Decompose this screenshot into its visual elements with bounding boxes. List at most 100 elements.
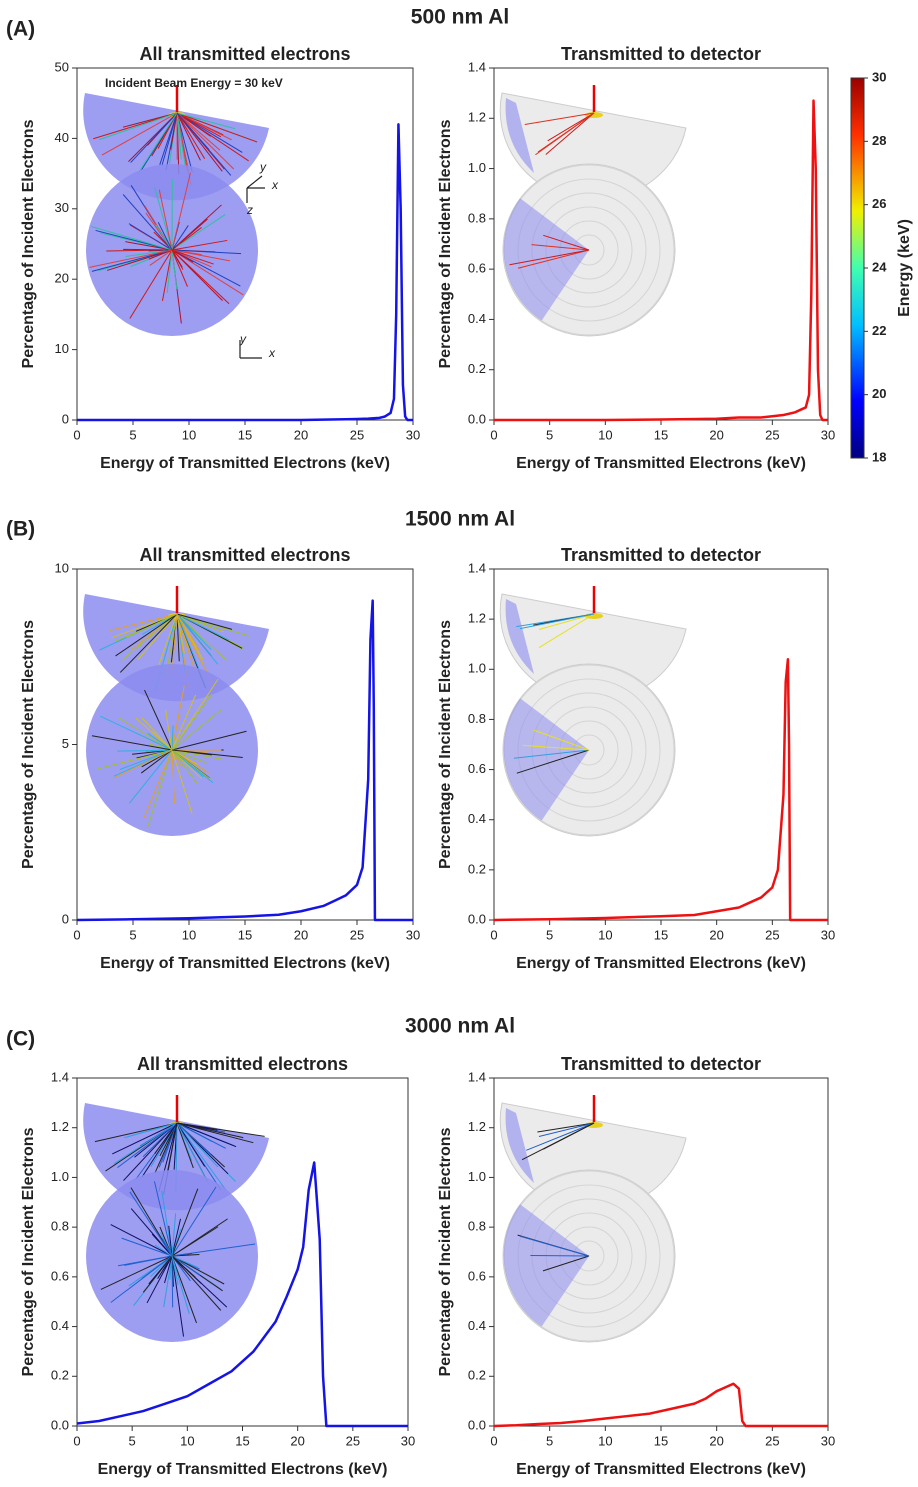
colorbar-tick-label: 26 [872,196,886,211]
inset-trajectory [171,225,189,251]
y-tick-label: 1.4 [51,1069,69,1084]
inset-trajectory [535,112,595,156]
inset-trajectory [112,1122,178,1155]
y-tick-label: 1.2 [468,110,486,125]
inset-trajectory [129,749,173,804]
inset-trajectory [176,1122,227,1191]
inset-trajectory [171,249,242,255]
y-axis-label: Percentage of Incident Electrons [437,620,454,869]
inset-trajectory [142,1255,173,1293]
x-tick-label: 20 [294,427,308,442]
inset-hemisphere [83,594,270,702]
inset-trajectory [165,709,173,751]
inset-trajectory [161,249,173,301]
x-tick-label: 10 [598,927,612,942]
x-tick-label: 20 [709,927,723,942]
colorbar-tick-label: 28 [872,133,886,148]
x-tick-label: 15 [238,427,252,442]
inset-trajectory [159,112,178,165]
x-tick-label: 5 [129,427,136,442]
colorbar [850,77,865,459]
y-tick-label: 0.2 [468,361,486,376]
inset-trajectory [545,112,595,155]
inset-trajectory [146,1255,173,1304]
inset-trajectory [125,249,173,257]
colorbar-tick-label: 30 [872,69,886,84]
inset-trajectory [100,1255,173,1290]
section-title: 500 nm Al [411,6,509,29]
inset-trajectory [91,735,173,751]
x-tick-label: 5 [129,1433,136,1448]
inset-trajectory [171,709,222,751]
y-tick-label: 0 [62,411,69,426]
inset-trajectory [176,112,222,138]
inset-trajectory [158,189,173,251]
inset-trajectory [89,249,173,268]
inset-trajectory [101,112,178,156]
x-tick-label: 30 [821,927,835,942]
inset-trajectory [153,1181,173,1257]
inset-trajectory [171,249,212,268]
inset-axis-label: z [246,203,253,217]
colorbar-label: Energy (keV) [896,219,913,317]
inset-trajectory [122,194,173,251]
inset-trajectory [171,204,222,251]
inset-trajectory [176,112,249,162]
inset-trajectory [146,749,173,829]
x-tick-label: 20 [709,1433,723,1448]
spectrum-line [493,1382,828,1428]
inset-trajectory [99,112,178,141]
y-tick-label: 0.4 [468,311,486,326]
inset-trajectory [176,1122,210,1185]
x-tick-label: 30 [821,427,835,442]
inset-sector [505,98,534,173]
inset-trajectory [119,749,173,770]
inset-trajectory [130,1208,173,1257]
y-tick-label: 20 [55,271,69,286]
x-tick-label: 0 [73,427,80,442]
x-tick-label: 25 [765,927,779,942]
x-tick-label: 0 [490,1433,497,1448]
inset [499,586,687,837]
colorbar-tick-label: 24 [872,259,887,274]
inset-trajectory [171,1188,199,1257]
inset-trajectory [148,249,173,260]
inset-trajectory [143,749,173,818]
inset-trajectory [176,1122,219,1168]
y-tick-label: 0.8 [468,1219,486,1234]
colorbar-tick-label: 20 [872,386,886,401]
x-tick-label: 30 [406,927,420,942]
inset-trajectory [123,248,173,251]
inset-trajectory [122,112,178,128]
inset-trajectory [171,1218,228,1257]
inset-trajectory [538,613,595,630]
x-tick-label: 5 [546,427,553,442]
y-tick-label: 0.0 [51,1417,69,1432]
inset-trajectory [171,249,230,305]
y-tick-label: 1.2 [468,1119,486,1134]
y-tick-label: 0.0 [468,411,486,426]
y-tick-label: 0.6 [468,261,486,276]
inset-trajectory [176,112,206,160]
inset-trajectory [171,1218,182,1257]
inset-trajectory [141,1122,178,1178]
inset-trajectory [144,689,173,751]
inset-trajectory [169,1255,173,1280]
inset-trajectory [171,249,194,263]
inset-trajectory [171,249,178,290]
inset-trajectory [176,112,258,143]
inset-trajectory [176,613,227,661]
inset-trajectory [171,749,198,765]
y-tick-label: 0.6 [468,1268,486,1283]
x-tick-label: 10 [182,927,196,942]
inset [83,85,270,336]
y-tick-label: 0.4 [51,1318,69,1333]
y-axis-label: Percentage of Incident Electrons [20,1127,37,1376]
inset-trajectory [138,112,178,174]
section-title: 1500 nm Al [405,508,515,531]
y-tick-label: 50 [55,59,69,74]
y-tick-label: 1.0 [468,661,486,676]
inset-trajectory [119,613,178,673]
inset-trajectory [130,112,178,163]
inset-trajectory [142,1122,178,1157]
